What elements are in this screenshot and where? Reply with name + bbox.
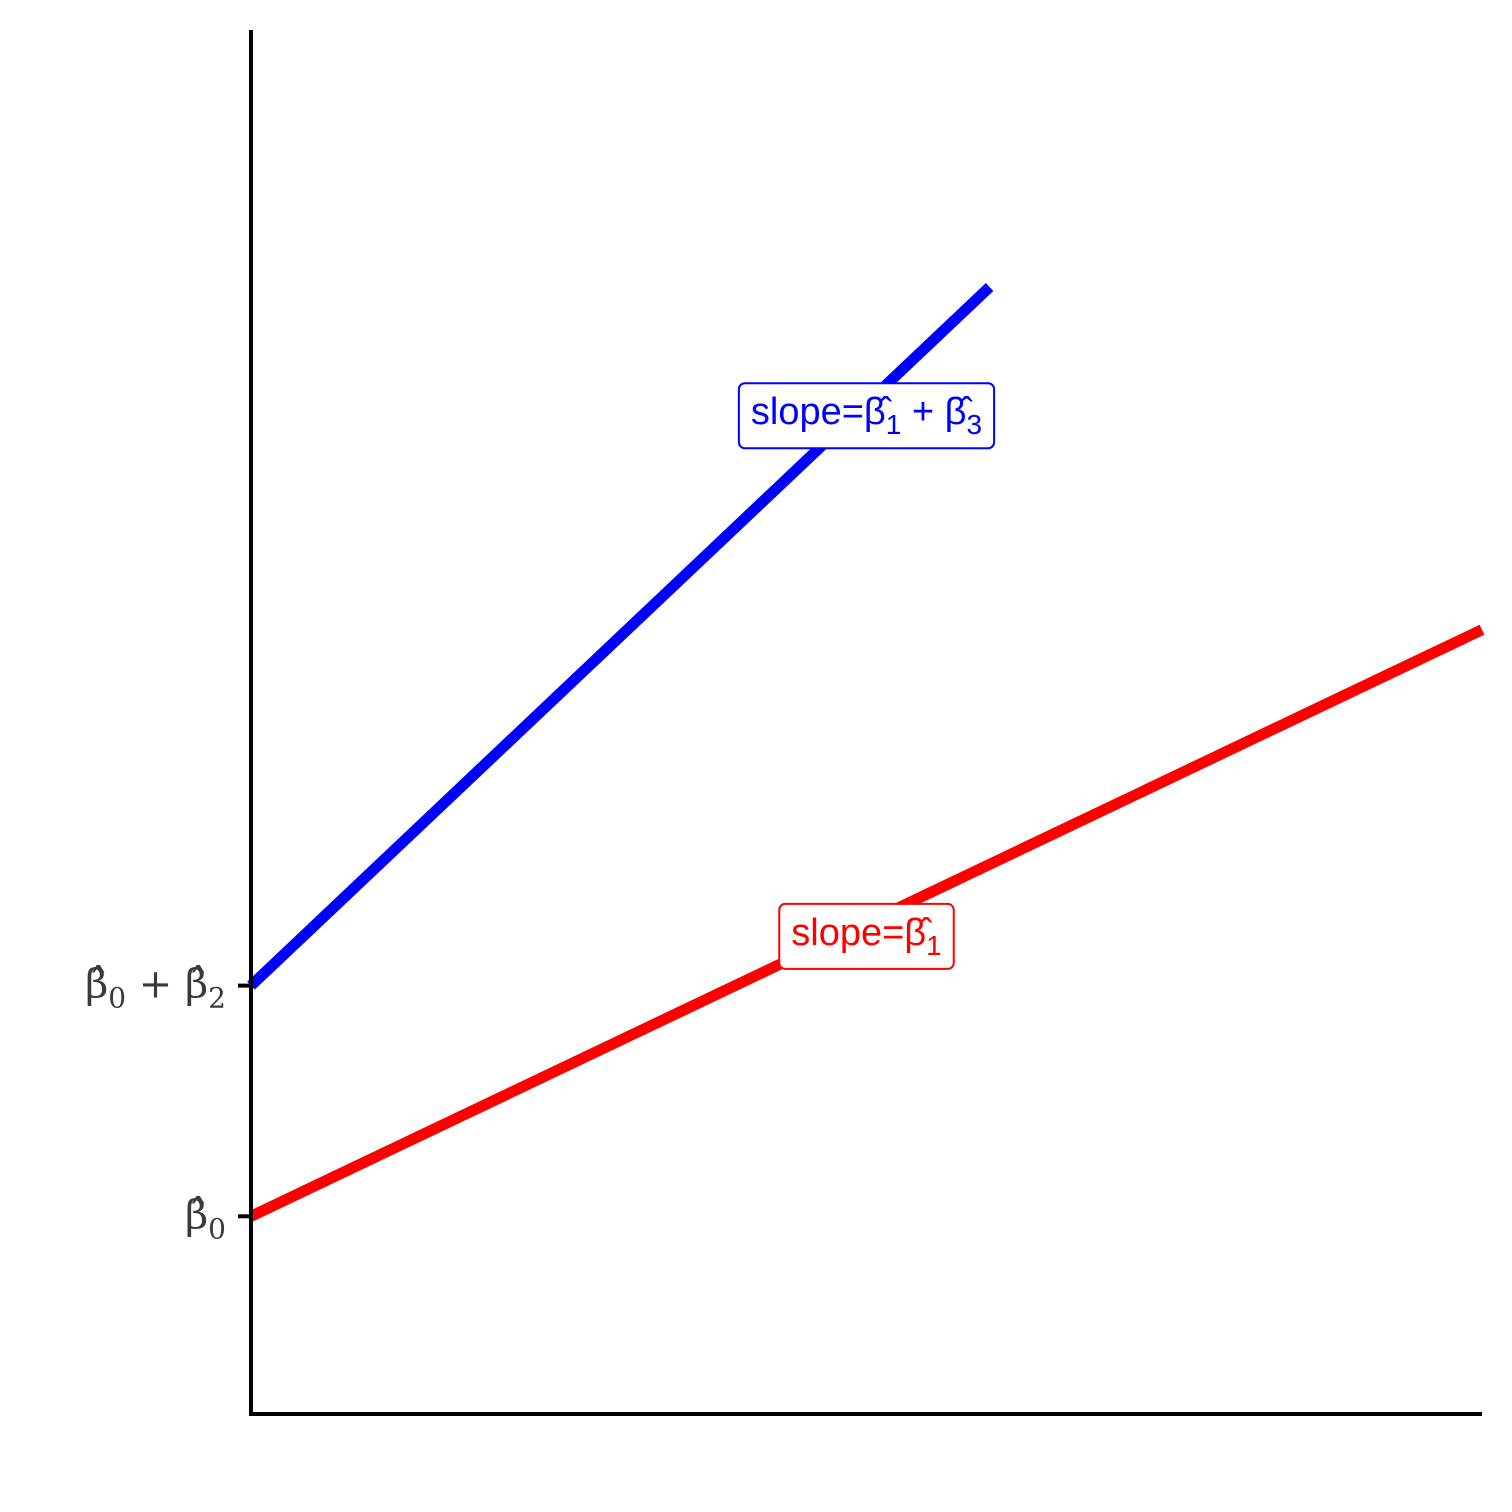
slope-label-text-1: slope=β̂1 + β̂3 (751, 391, 982, 440)
slope-label-0: slope=β̂1 (778, 902, 955, 970)
y-tick-label-1: β̂0 + β̂2 (85, 962, 226, 1015)
slope-label-text-0: slope=β̂1 (791, 912, 941, 961)
slope-label-box-1 (737, 382, 996, 450)
slope-labels: slope=β̂1 slope=β̂1 + β̂3 (737, 382, 996, 970)
slope-label-1: slope=β̂1 + β̂3 (737, 382, 996, 450)
y-ticks: β̂0 β̂0 + β̂2 (85, 962, 251, 1245)
y-tick-label-0: β̂0 (185, 1192, 226, 1245)
slope-label-box-0 (778, 902, 955, 970)
